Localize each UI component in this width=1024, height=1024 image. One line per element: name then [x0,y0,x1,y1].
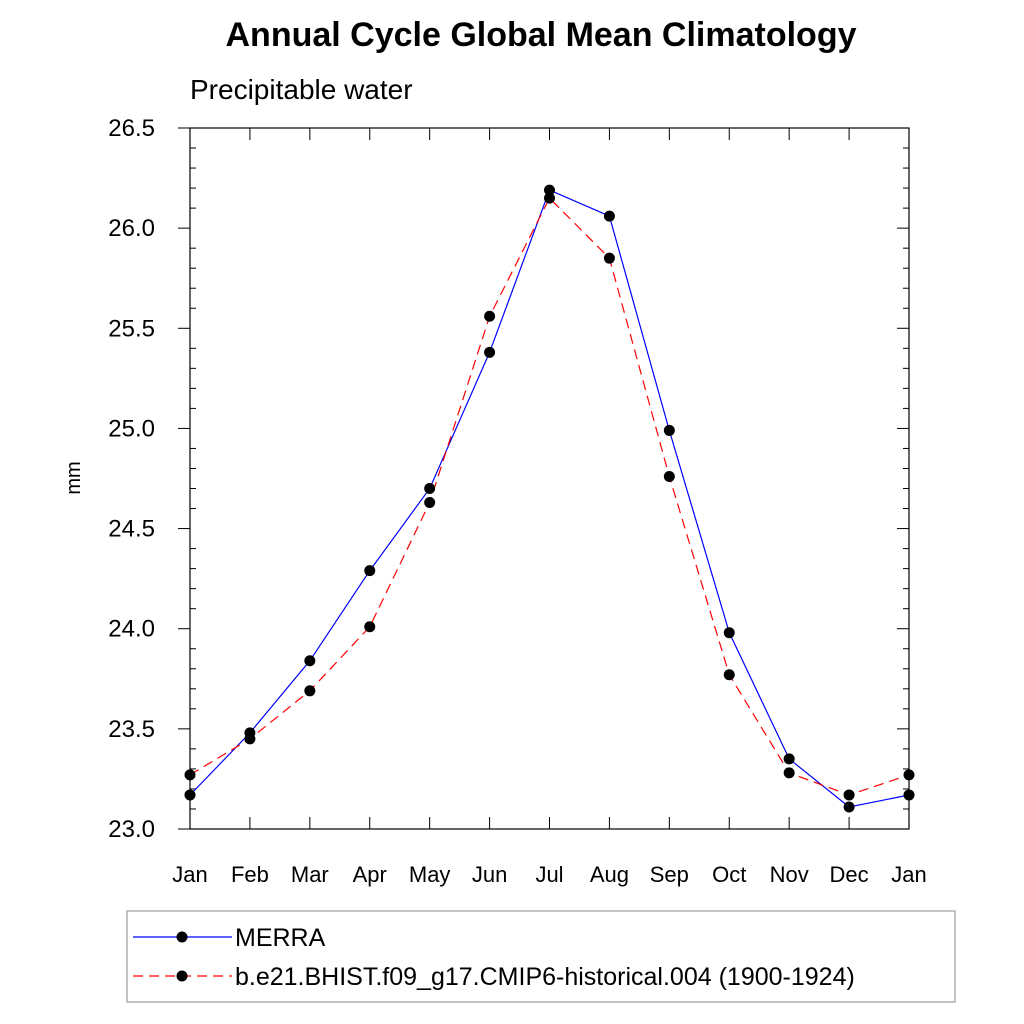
y-tick-label: 24.0 [108,616,155,643]
series-line-0 [189,189,910,808]
legend-label-0: MERRA [235,924,326,952]
series-1-point [304,685,316,697]
y-tick-label: 24.5 [108,516,155,543]
series-0-point [843,801,855,813]
y-tick-label: 26.5 [108,115,155,142]
axes-ticks: Jan Feb Mar Apr May Jun Jul Aug Sep Oct Nov Dec Jan 2… [108,115,926,887]
x-tick-label: Aug [590,862,629,887]
series-0-point [723,627,735,639]
x-tick-label: Feb [231,862,269,887]
series-1-point [663,470,675,482]
y-tick-label: 25.0 [108,415,155,442]
y-tick-label: 23.0 [108,816,155,843]
series-1-point [364,621,376,633]
series-0-point [364,565,376,577]
series-0-point [544,184,555,196]
x-tick-label: Oct [712,862,746,887]
legend-marker-1 [176,970,188,982]
x-tick-label: Jun [472,862,507,887]
chart-title: Annual Cycle Global Mean Climatology [226,16,857,54]
plot-frame [189,127,910,830]
series-0-point [663,424,675,436]
x-tick-label: Sep [650,862,689,887]
series-0-point [783,753,795,765]
series-1-point [544,192,555,204]
x-tick-label: Jan [172,862,207,887]
y-axis-label: mm [63,461,85,494]
legend-marker-0 [176,931,188,943]
legend: MERRA b.e21.BHIST.f09_g17.CMIP6-historica… [133,924,855,991]
series-1-point [903,769,915,781]
series-1-point [783,767,795,779]
series-1-point [723,669,735,681]
series-0-point [484,346,496,358]
series-line-1 [189,197,910,796]
y-tick-label: 26.0 [108,215,155,242]
x-tick-label: May [409,862,451,887]
series-0-point [903,789,915,801]
data-series [184,184,915,813]
series-0-point [603,210,615,222]
x-tick-label: Apr [353,862,387,887]
x-tick-label: Nov [770,862,809,887]
series-0-point [304,655,316,667]
series-1-point [843,789,855,801]
series-0-point [184,789,196,801]
series-0-point [424,483,436,495]
series-1-point [603,252,615,264]
y-tick-label: 25.5 [108,315,155,342]
y-tick-label: 23.5 [108,716,155,743]
legend-label-1: b.e21.BHIST.f09_g17.CMIP6-historical.004… [235,963,855,991]
series-1-point [244,733,256,745]
x-tick-label: Dec [830,862,869,887]
x-tick-label: Jul [535,862,563,887]
legend-box [126,910,956,1003]
x-tick-label: Mar [291,862,329,887]
series-1-point [184,769,196,781]
x-tick-label: Jan [891,862,926,887]
series-1-point [424,497,436,509]
chart-subtitle: Precipitable water [190,74,413,105]
series-1-point [484,310,496,322]
